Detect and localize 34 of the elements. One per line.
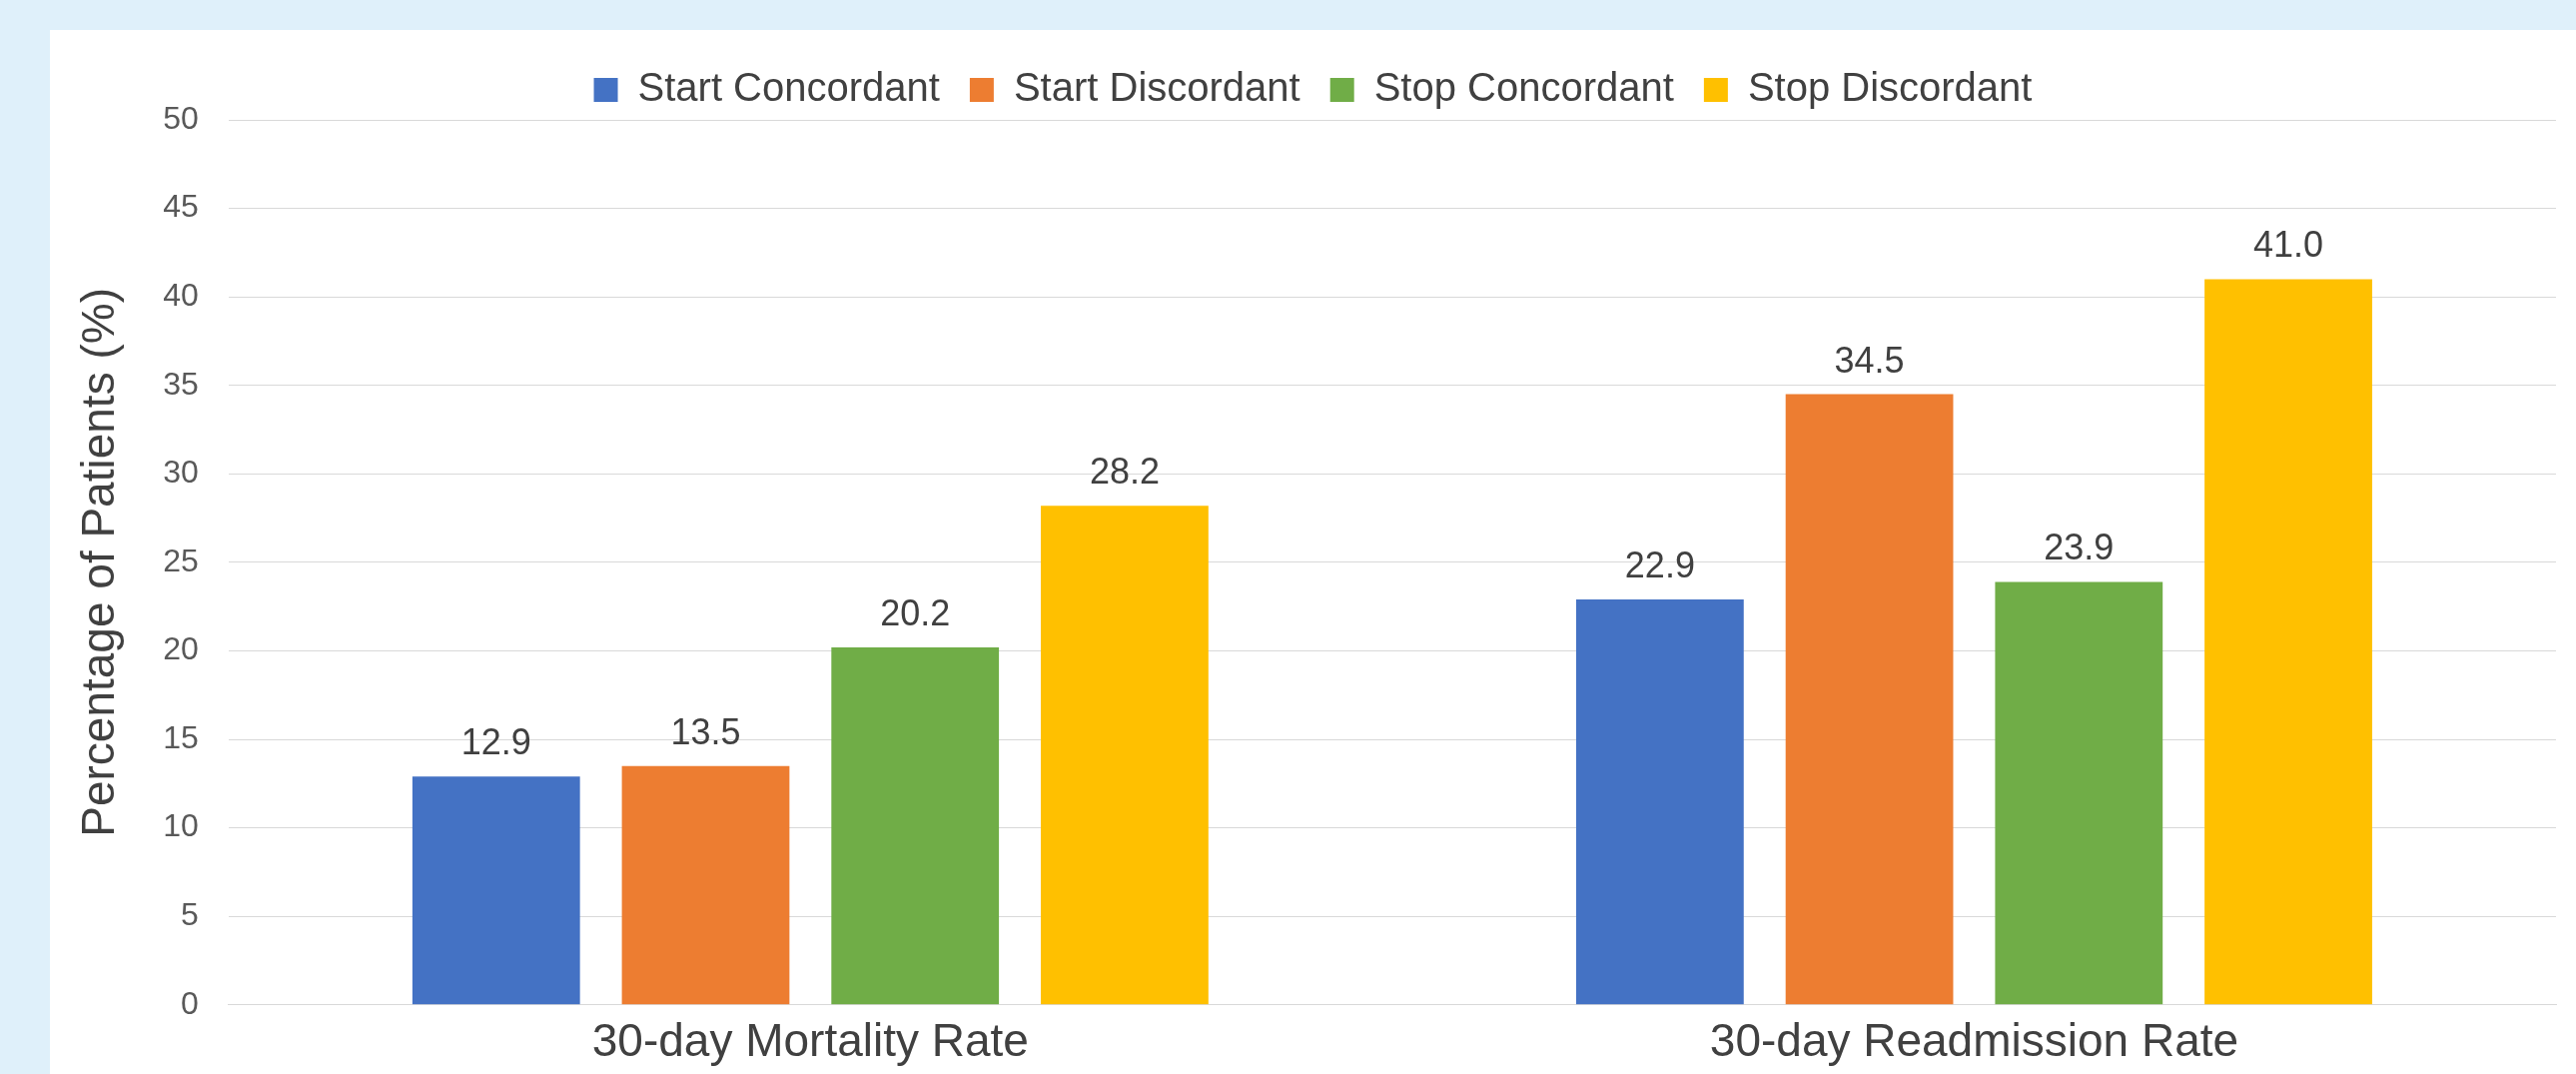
y-tick-label: 40 (163, 276, 199, 313)
y-tick-label: 35 (163, 365, 199, 402)
bar (621, 765, 790, 1005)
data-label: 28.2 (1089, 451, 1160, 493)
y-tick-label: 15 (163, 718, 199, 755)
y-tick-label: 20 (163, 630, 199, 667)
data-label: 34.5 (1834, 339, 1905, 381)
data-label: 22.9 (1624, 544, 1695, 586)
y-tick-label: 5 (181, 896, 199, 933)
y-tick-label: 10 (163, 807, 199, 844)
y-tick-label: 50 (163, 99, 199, 136)
legend-label: Start Concordant (637, 65, 940, 110)
y-tick-label: 25 (163, 541, 199, 578)
data-label: 20.2 (880, 591, 951, 633)
y-axis-title: Percentage of Patients (%) (72, 288, 125, 837)
x-tick-label: 30-day Mortality Rate (591, 1014, 1029, 1067)
x-tick-label: 30-day Readmission Rate (1709, 1014, 2239, 1067)
bar (412, 776, 580, 1005)
bar (2204, 279, 2372, 1005)
data-label: 13.5 (670, 710, 741, 752)
bar (831, 646, 1000, 1005)
bar (1785, 394, 1954, 1005)
y-tick-label: 45 (163, 188, 199, 225)
data-label: 12.9 (460, 721, 531, 763)
bar (1575, 599, 1744, 1005)
legend-label: Start Discordant (1013, 65, 1300, 110)
y-tick-label: 30 (163, 454, 199, 491)
legend-label: Stop Discordant (1747, 65, 2033, 110)
bar (1041, 506, 1209, 1005)
bar (1995, 581, 2163, 1005)
legend-label: Stop Concordant (1373, 65, 1674, 110)
y-tick-label: 0 (181, 984, 199, 1021)
data-label: 41.0 (2252, 224, 2324, 266)
data-label: 23.9 (2044, 527, 2115, 568)
